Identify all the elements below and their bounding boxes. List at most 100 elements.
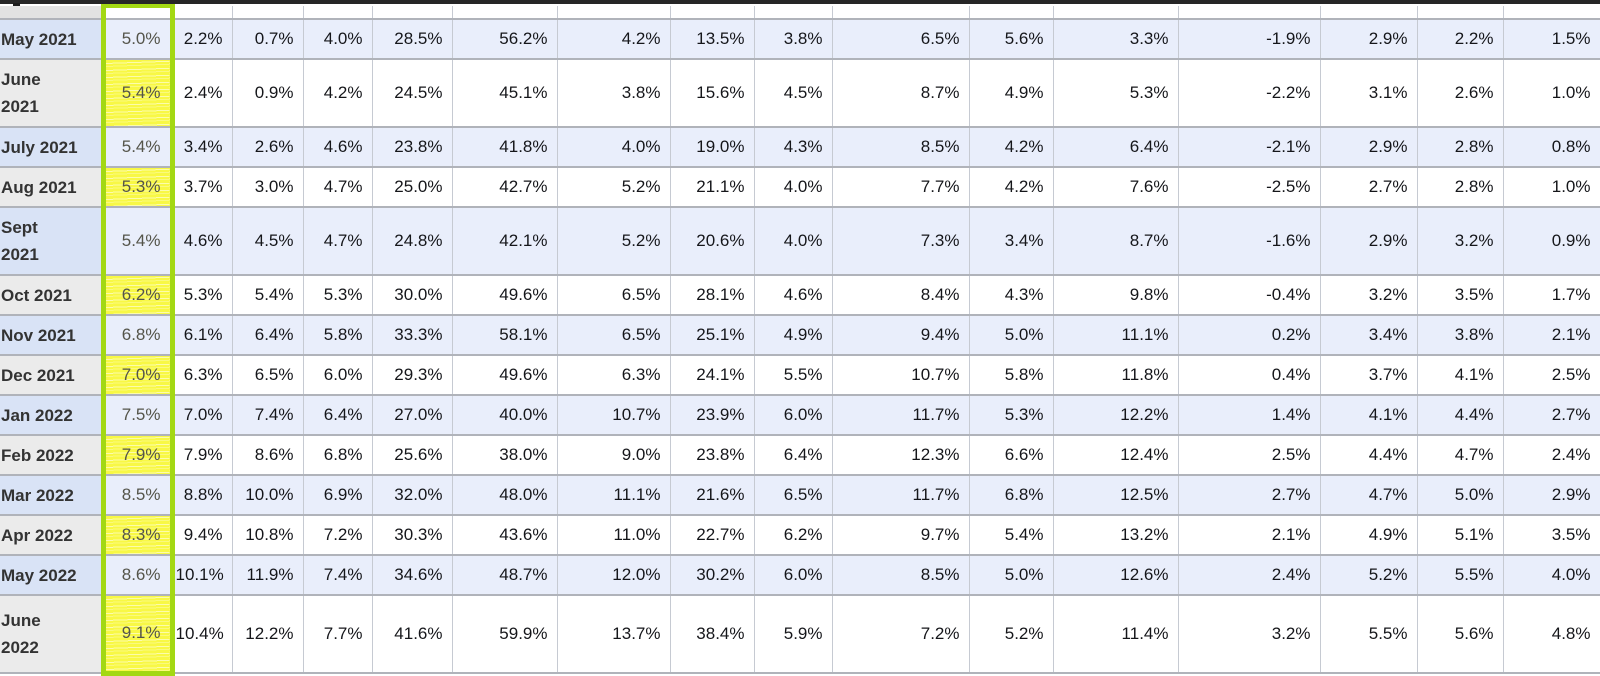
value-cell: 4.1% xyxy=(1417,355,1504,396)
table-row: May 2022 8.6% 10.1% 11.9% 7.4% 34.6% 48.7% 12.0… xyxy=(0,555,1600,596)
value-cell: 11.7% xyxy=(832,395,970,436)
table-row: June 2022 9.1% 10.4% 12.2% 7.7% 41.6% 59.9% 13.… xyxy=(0,595,1600,676)
value-cell: 4.2% xyxy=(969,167,1054,208)
value-cell: 38.4% xyxy=(670,595,755,674)
value-cell: 5.2% xyxy=(969,595,1054,674)
value-cell: 4.7% xyxy=(1417,435,1504,476)
cut-header-cell xyxy=(754,6,833,20)
highlighted-value-cell: 6.2% xyxy=(100,275,175,316)
value-cell: 5.3% xyxy=(172,275,233,316)
value-cell: 2.4% xyxy=(172,59,233,128)
row-label: Dec 2021 xyxy=(0,355,104,396)
value-cell: 6.1% xyxy=(172,315,233,356)
value-cell: 8.6% xyxy=(232,435,304,476)
value-cell: 9.8% xyxy=(1053,275,1179,316)
value-cell: 3.0% xyxy=(232,167,304,208)
value-cell: 5.5% xyxy=(1320,595,1418,674)
value-cell: 43.6% xyxy=(452,515,558,556)
value-cell: 30.0% xyxy=(372,275,453,316)
value-cell: 21.6% xyxy=(670,475,755,516)
value-cell: 2.6% xyxy=(1417,59,1504,128)
value-cell: 2.7% xyxy=(1503,395,1600,436)
value-cell: 4.6% xyxy=(172,207,233,276)
value-cell: 8.7% xyxy=(1053,207,1179,276)
value-cell: 27.0% xyxy=(372,395,453,436)
value-cell: 4.6% xyxy=(303,127,373,168)
highlighted-value-cell: 8.3% xyxy=(100,515,175,556)
value-cell: 8.5% xyxy=(832,127,970,168)
value-cell: 5.2% xyxy=(1320,555,1418,596)
value-cell: 33.3% xyxy=(372,315,453,356)
row-label: Sept 2021 xyxy=(0,207,104,276)
highlighted-value-cell: 8.6% xyxy=(100,555,175,596)
value-cell: 5.6% xyxy=(1417,595,1504,674)
cut-header-label-cell xyxy=(0,6,104,20)
cut-header-cell xyxy=(1053,6,1179,20)
value-cell: 4.3% xyxy=(754,127,833,168)
value-cell: 6.4% xyxy=(1053,127,1179,168)
value-cell: 6.3% xyxy=(172,355,233,396)
row-label: Nov 2021 xyxy=(0,315,104,356)
value-cell: 5.4% xyxy=(969,515,1054,556)
value-cell: 12.3% xyxy=(832,435,970,476)
value-cell: 7.0% xyxy=(172,395,233,436)
value-cell: 1.7% xyxy=(1503,275,1600,316)
value-cell: 4.2% xyxy=(303,59,373,128)
value-cell: 4.0% xyxy=(557,127,671,168)
value-cell: 5.1% xyxy=(1417,515,1504,556)
value-cell: 49.6% xyxy=(452,275,558,316)
value-cell: 4.0% xyxy=(303,19,373,60)
value-cell: 6.5% xyxy=(557,275,671,316)
value-cell: -2.2% xyxy=(1178,59,1321,128)
table-body: May 2021 5.0% 2.2% 0.7% 4.0% 28.5% 56.2% 4.2% 13… xyxy=(0,4,1600,676)
value-cell: 7.7% xyxy=(303,595,373,674)
value-cell: 30.3% xyxy=(372,515,453,556)
value-cell: 0.7% xyxy=(232,19,304,60)
value-cell: 4.1% xyxy=(1320,395,1418,436)
table-row: Jan 2022 7.5% 7.0% 7.4% 6.4% 27.0% 40.0% 10.7% 2… xyxy=(0,395,1600,436)
value-cell: 7.6% xyxy=(1053,167,1179,208)
value-cell: 3.8% xyxy=(754,19,833,60)
value-cell: 3.1% xyxy=(1320,59,1418,128)
value-cell: 11.0% xyxy=(557,515,671,556)
value-cell: 2.2% xyxy=(172,19,233,60)
highlighted-value-cell: 8.5% xyxy=(100,475,175,516)
cut-header-cell xyxy=(969,6,1054,20)
value-cell: 12.0% xyxy=(557,555,671,596)
value-cell: 56.2% xyxy=(452,19,558,60)
cut-header-cell xyxy=(172,6,233,20)
value-cell: 7.7% xyxy=(832,167,970,208)
value-cell: 7.4% xyxy=(303,555,373,596)
value-cell: 4.4% xyxy=(1320,435,1418,476)
row-label: Oct 2021 xyxy=(0,275,104,316)
highlighted-value-cell: 7.9% xyxy=(100,435,175,476)
value-cell: 2.1% xyxy=(1503,315,1600,356)
value-cell: 6.5% xyxy=(232,355,304,396)
value-cell: 0.9% xyxy=(1503,207,1600,276)
highlighted-value-cell: 5.4% xyxy=(100,207,175,276)
value-cell: 5.5% xyxy=(1417,555,1504,596)
value-cell: 12.4% xyxy=(1053,435,1179,476)
value-cell: -2.5% xyxy=(1178,167,1321,208)
value-cell: 4.9% xyxy=(1320,515,1418,556)
value-cell: 4.2% xyxy=(557,19,671,60)
value-cell: 2.5% xyxy=(1503,355,1600,396)
value-cell: 6.5% xyxy=(754,475,833,516)
table-row: May 2021 5.0% 2.2% 0.7% 4.0% 28.5% 56.2% 4.2% 13… xyxy=(0,19,1600,60)
value-cell: 5.4% xyxy=(232,275,304,316)
value-cell: 48.0% xyxy=(452,475,558,516)
highlighted-value-cell: 6.8% xyxy=(100,315,175,356)
value-cell: 24.5% xyxy=(372,59,453,128)
value-cell: 38.0% xyxy=(452,435,558,476)
value-cell: 1.4% xyxy=(1178,395,1321,436)
value-cell: 30.2% xyxy=(670,555,755,596)
value-cell: 10.8% xyxy=(232,515,304,556)
value-cell: 5.3% xyxy=(1053,59,1179,128)
value-cell: 5.2% xyxy=(557,167,671,208)
value-cell: 5.8% xyxy=(303,315,373,356)
highlighted-value-cell: 5.4% xyxy=(100,59,175,128)
value-cell: 10.7% xyxy=(832,355,970,396)
value-cell: -1.6% xyxy=(1178,207,1321,276)
value-cell: 19.0% xyxy=(670,127,755,168)
value-cell: 6.5% xyxy=(832,19,970,60)
